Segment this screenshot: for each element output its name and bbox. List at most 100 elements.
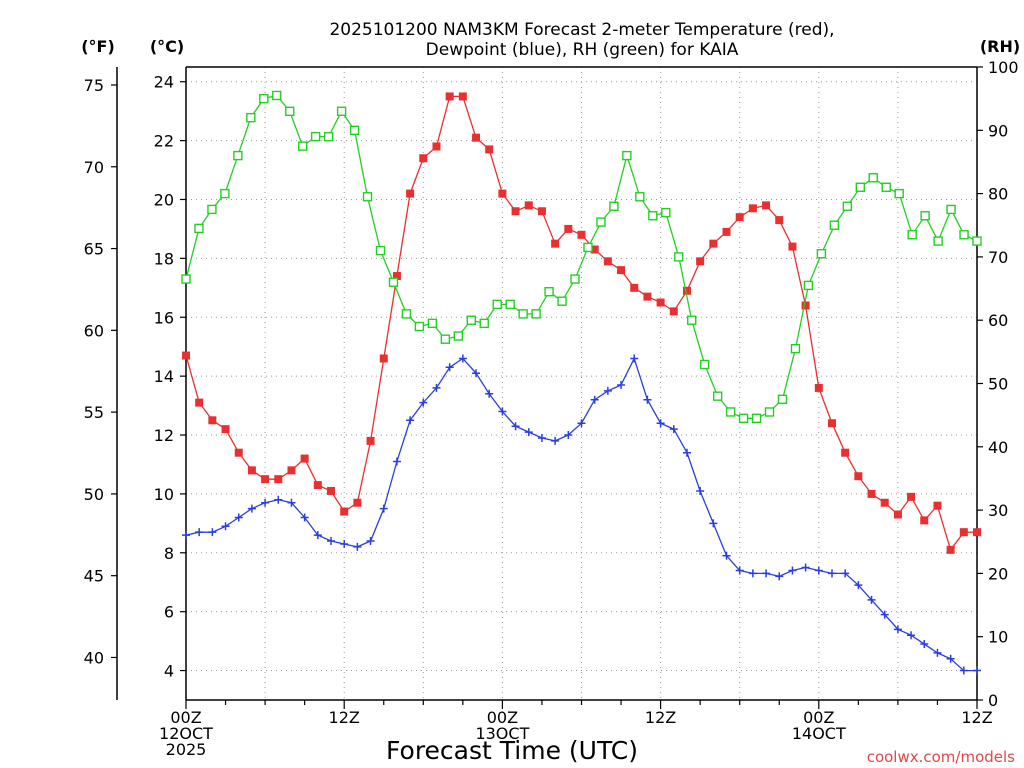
fahrenheit-tick-label: 60 <box>84 321 104 340</box>
data-point-dewpoint <box>419 398 428 407</box>
data-point-2-meter-temperature <box>590 245 599 254</box>
data-point-rh <box>323 131 334 142</box>
data-point-2-meter-temperature <box>234 448 243 457</box>
data-point-rh <box>557 296 567 306</box>
data-point-rh <box>829 220 840 230</box>
data-point-rh <box>790 343 801 354</box>
data-point-dewpoint <box>406 416 415 425</box>
rh-tick-label: 50 <box>988 375 1008 394</box>
data-point-2-meter-temperature <box>392 272 401 281</box>
data-point-rh <box>764 407 775 417</box>
data-point-rh <box>492 299 502 310</box>
data-point-dewpoint <box>933 648 942 657</box>
data-point-dewpoint <box>630 354 639 363</box>
data-point-rh <box>505 299 515 310</box>
data-point-rh <box>622 150 632 161</box>
data-point-2-meter-temperature <box>603 257 612 266</box>
data-point-dewpoint <box>564 431 573 440</box>
data-point-dewpoint <box>735 566 744 575</box>
x-axis-label: Forecast Time (UTC) <box>386 736 638 765</box>
fahrenheit-tick-label: 70 <box>84 158 104 177</box>
chart-title: 2025101200 NAM3KM Forecast 2-meter Tempe… <box>329 20 834 60</box>
data-point-dewpoint <box>511 422 520 431</box>
data-point-2-meter-temperature <box>524 201 533 210</box>
data-point-rh <box>310 131 321 142</box>
data-point-2-meter-temperature <box>880 498 889 507</box>
data-point-dewpoint <box>366 537 375 546</box>
data-point-rh <box>674 252 684 262</box>
celsius-axis-unit: (°C) <box>150 37 184 56</box>
data-point-2-meter-temperature <box>854 472 863 481</box>
data-point-dewpoint <box>603 386 612 395</box>
data-point-rh <box>803 280 814 291</box>
data-point-dewpoint <box>946 654 955 663</box>
data-point-rh <box>635 192 645 202</box>
data-point-2-meter-temperature <box>814 383 823 392</box>
data-point-2-meter-temperature <box>247 466 256 475</box>
data-point-2-meter-temperature <box>485 145 494 154</box>
data-point-rh <box>609 201 619 211</box>
time-tick-label: 12Z <box>961 708 992 727</box>
data-point-2-meter-temperature <box>379 354 388 363</box>
rh-tick-label: 10 <box>988 628 1008 647</box>
data-point-dewpoint <box>300 513 309 522</box>
data-point-2-meter-temperature <box>827 419 836 428</box>
data-point-dewpoint <box>458 354 467 363</box>
celsius-tick-label: 6 <box>164 603 174 622</box>
data-point-dewpoint <box>353 542 362 551</box>
data-point-rh <box>362 192 373 202</box>
rh-tick-label: 90 <box>988 121 1008 140</box>
fahrenheit-tick-label: 40 <box>84 648 104 667</box>
data-point-rh <box>855 182 865 192</box>
data-point-2-meter-temperature <box>973 528 981 537</box>
rh-tick-label: 80 <box>988 185 1008 204</box>
data-point-dewpoint <box>551 436 560 445</box>
data-point-rh <box>842 201 853 211</box>
data-point-2-meter-temperature <box>208 416 217 425</box>
data-point-dewpoint <box>327 537 336 546</box>
data-point-2-meter-temperature <box>274 475 283 484</box>
data-point-dewpoint <box>709 519 718 528</box>
series-layer <box>181 90 982 675</box>
data-point-2-meter-temperature <box>709 239 718 248</box>
data-point-2-meter-temperature <box>775 216 784 225</box>
rh-tick-label: 40 <box>988 438 1008 457</box>
data-point-2-meter-temperature <box>406 189 415 198</box>
time-tick-label: 12OCT <box>159 724 213 743</box>
data-point-rh <box>388 277 399 287</box>
data-point-rh <box>959 230 969 240</box>
data-point-dewpoint <box>682 448 691 457</box>
data-point-rh <box>868 173 878 183</box>
data-point-rh <box>544 287 554 297</box>
series-rh <box>181 90 982 424</box>
data-point-2-meter-temperature <box>735 213 744 222</box>
data-point-rh <box>246 112 256 123</box>
data-point-rh <box>259 93 269 104</box>
rh-tick-label: 100 <box>988 58 1019 77</box>
data-point-2-meter-temperature <box>867 489 876 498</box>
data-point-dewpoint <box>788 566 797 575</box>
data-point-rh <box>207 204 217 215</box>
data-point-2-meter-temperature <box>221 425 230 434</box>
time-tick-label: 13OCT <box>475 724 529 743</box>
data-point-dewpoint <box>827 569 836 578</box>
data-point-2-meter-temperature <box>617 266 626 275</box>
data-point-2-meter-temperature <box>933 501 942 510</box>
time-tick-label: 14OCT <box>792 724 846 743</box>
data-point-dewpoint <box>907 631 916 640</box>
series-line-2-meter-temperature <box>185 95 977 552</box>
data-point-dewpoint <box>261 498 270 507</box>
data-point-2-meter-temperature <box>445 92 454 101</box>
data-point-2-meter-temperature <box>432 142 441 151</box>
celsius-tick-label: 24 <box>154 73 174 92</box>
celsius-tick-label: 4 <box>164 662 174 681</box>
data-point-rh <box>349 125 360 136</box>
data-point-rh <box>570 274 580 284</box>
data-point-dewpoint <box>221 522 230 531</box>
data-point-dewpoint <box>880 610 889 619</box>
data-point-2-meter-temperature <box>841 448 850 457</box>
data-point-rh <box>583 242 593 253</box>
data-point-dewpoint <box>920 640 929 649</box>
data-point-rh <box>972 236 982 246</box>
series-2-meter-temperature <box>182 92 981 554</box>
